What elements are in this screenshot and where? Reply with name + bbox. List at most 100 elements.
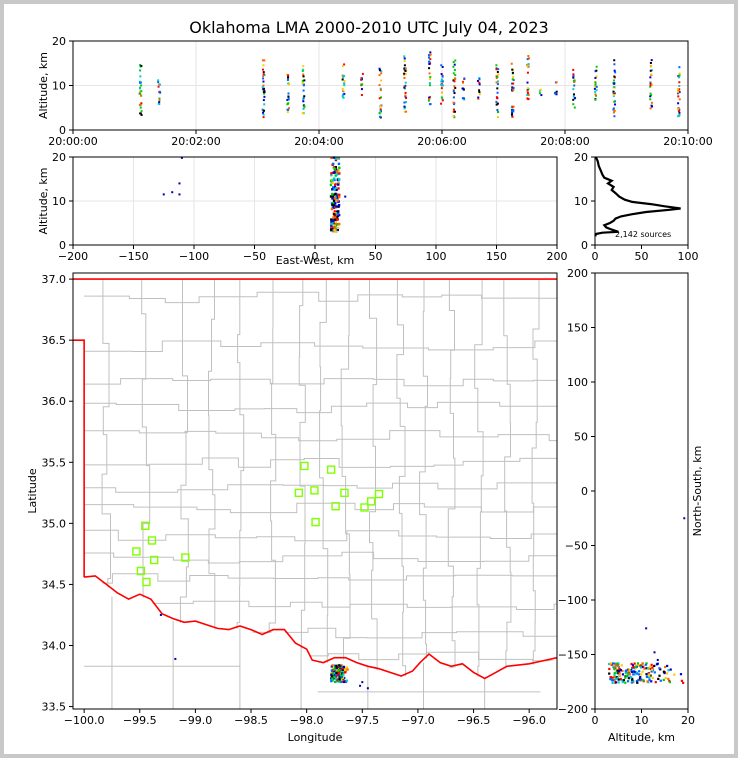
source-point (428, 98, 431, 101)
tick-label-y: 37.0 (42, 273, 67, 286)
source-point (262, 109, 265, 112)
source-point (427, 56, 430, 59)
altitude-ns-frame (594, 272, 689, 710)
tick-label-y: 34.0 (42, 639, 67, 652)
source-point (336, 199, 339, 202)
county-boundary (340, 279, 351, 683)
source-point (555, 93, 558, 96)
source-point (454, 110, 457, 113)
source-point (441, 97, 444, 100)
source-point (617, 678, 620, 681)
source-point (330, 173, 333, 177)
source-point (613, 109, 616, 112)
source-point (333, 226, 337, 230)
source-point (496, 91, 499, 94)
source-point (286, 111, 289, 114)
county-boundary (268, 279, 277, 683)
source-point (333, 213, 336, 216)
source-point (478, 89, 481, 92)
source-point (303, 95, 306, 98)
source-point (303, 105, 306, 108)
tick-label-x: −100 (179, 250, 209, 263)
source-point (621, 673, 625, 676)
source-point (624, 670, 627, 673)
tick-label-x: 0 (312, 250, 319, 263)
source-point (497, 111, 500, 114)
source-point (512, 88, 515, 91)
source-point (345, 666, 349, 669)
source-point (263, 87, 266, 90)
tick-label-x: 20 (681, 714, 695, 727)
source-point (403, 73, 406, 76)
source-point (526, 89, 529, 92)
source-point (440, 78, 443, 81)
source-point (262, 116, 265, 119)
source-point (343, 84, 346, 87)
source-point (613, 667, 616, 670)
lma-station-marker (141, 521, 150, 531)
source-point (454, 86, 457, 89)
source-point (440, 80, 443, 83)
source-point (138, 80, 141, 83)
lma-station-marker (340, 488, 349, 498)
tick-label-x: 100 (426, 250, 447, 263)
source-point (594, 81, 597, 84)
tick-label-y: 35.5 (42, 456, 67, 469)
source-point (495, 76, 498, 79)
source-point (622, 679, 626, 682)
source-point (331, 181, 334, 185)
source-point (378, 67, 381, 70)
source-point (642, 679, 645, 682)
source-point (452, 108, 455, 111)
source-point (338, 166, 341, 169)
tick-label-y: 100 (567, 376, 588, 389)
source-point (301, 112, 304, 115)
source-point (405, 97, 408, 100)
source-point (633, 667, 636, 670)
source-point (496, 97, 499, 100)
source-point (336, 168, 339, 172)
source-point (379, 115, 382, 118)
county-boundary (84, 502, 557, 514)
time-height-frame (72, 40, 689, 131)
source-point (428, 67, 431, 70)
source-point (619, 677, 622, 681)
source-point (302, 68, 305, 71)
source-point (404, 81, 407, 84)
source-point (613, 86, 616, 89)
tick-label-y: 20 (52, 151, 66, 164)
tick-label-x: −99.0 (179, 714, 213, 727)
outlier-point (171, 191, 174, 194)
source-point (641, 662, 644, 665)
source-point (495, 100, 498, 103)
source-point (262, 113, 265, 116)
source-point (335, 665, 338, 668)
outlier-point (653, 651, 656, 654)
source-point (337, 680, 340, 683)
lma-station-marker (142, 577, 151, 587)
source-point (636, 664, 640, 667)
source-point (334, 192, 337, 196)
source-point (261, 108, 264, 111)
source-point (612, 94, 615, 97)
source-point (631, 679, 634, 683)
source-point (669, 668, 672, 671)
lma-station-marker (132, 547, 141, 556)
source-point (287, 76, 290, 79)
tick-label-x: 0 (592, 714, 599, 727)
source-point (403, 64, 406, 67)
source-point (627, 672, 630, 675)
source-point (157, 85, 160, 88)
source-point (427, 60, 430, 63)
source-point (572, 73, 575, 76)
source-point (338, 680, 341, 683)
lma-station-marker (360, 503, 369, 512)
source-point (613, 82, 616, 85)
source-point (497, 68, 500, 71)
tick-label-x: −97.5 (345, 714, 379, 727)
source-point (512, 76, 515, 79)
lma-station-marker (310, 486, 319, 495)
source-point (646, 680, 649, 683)
source-point (651, 105, 654, 108)
tick-label-x: 20:04:00 (294, 135, 343, 148)
